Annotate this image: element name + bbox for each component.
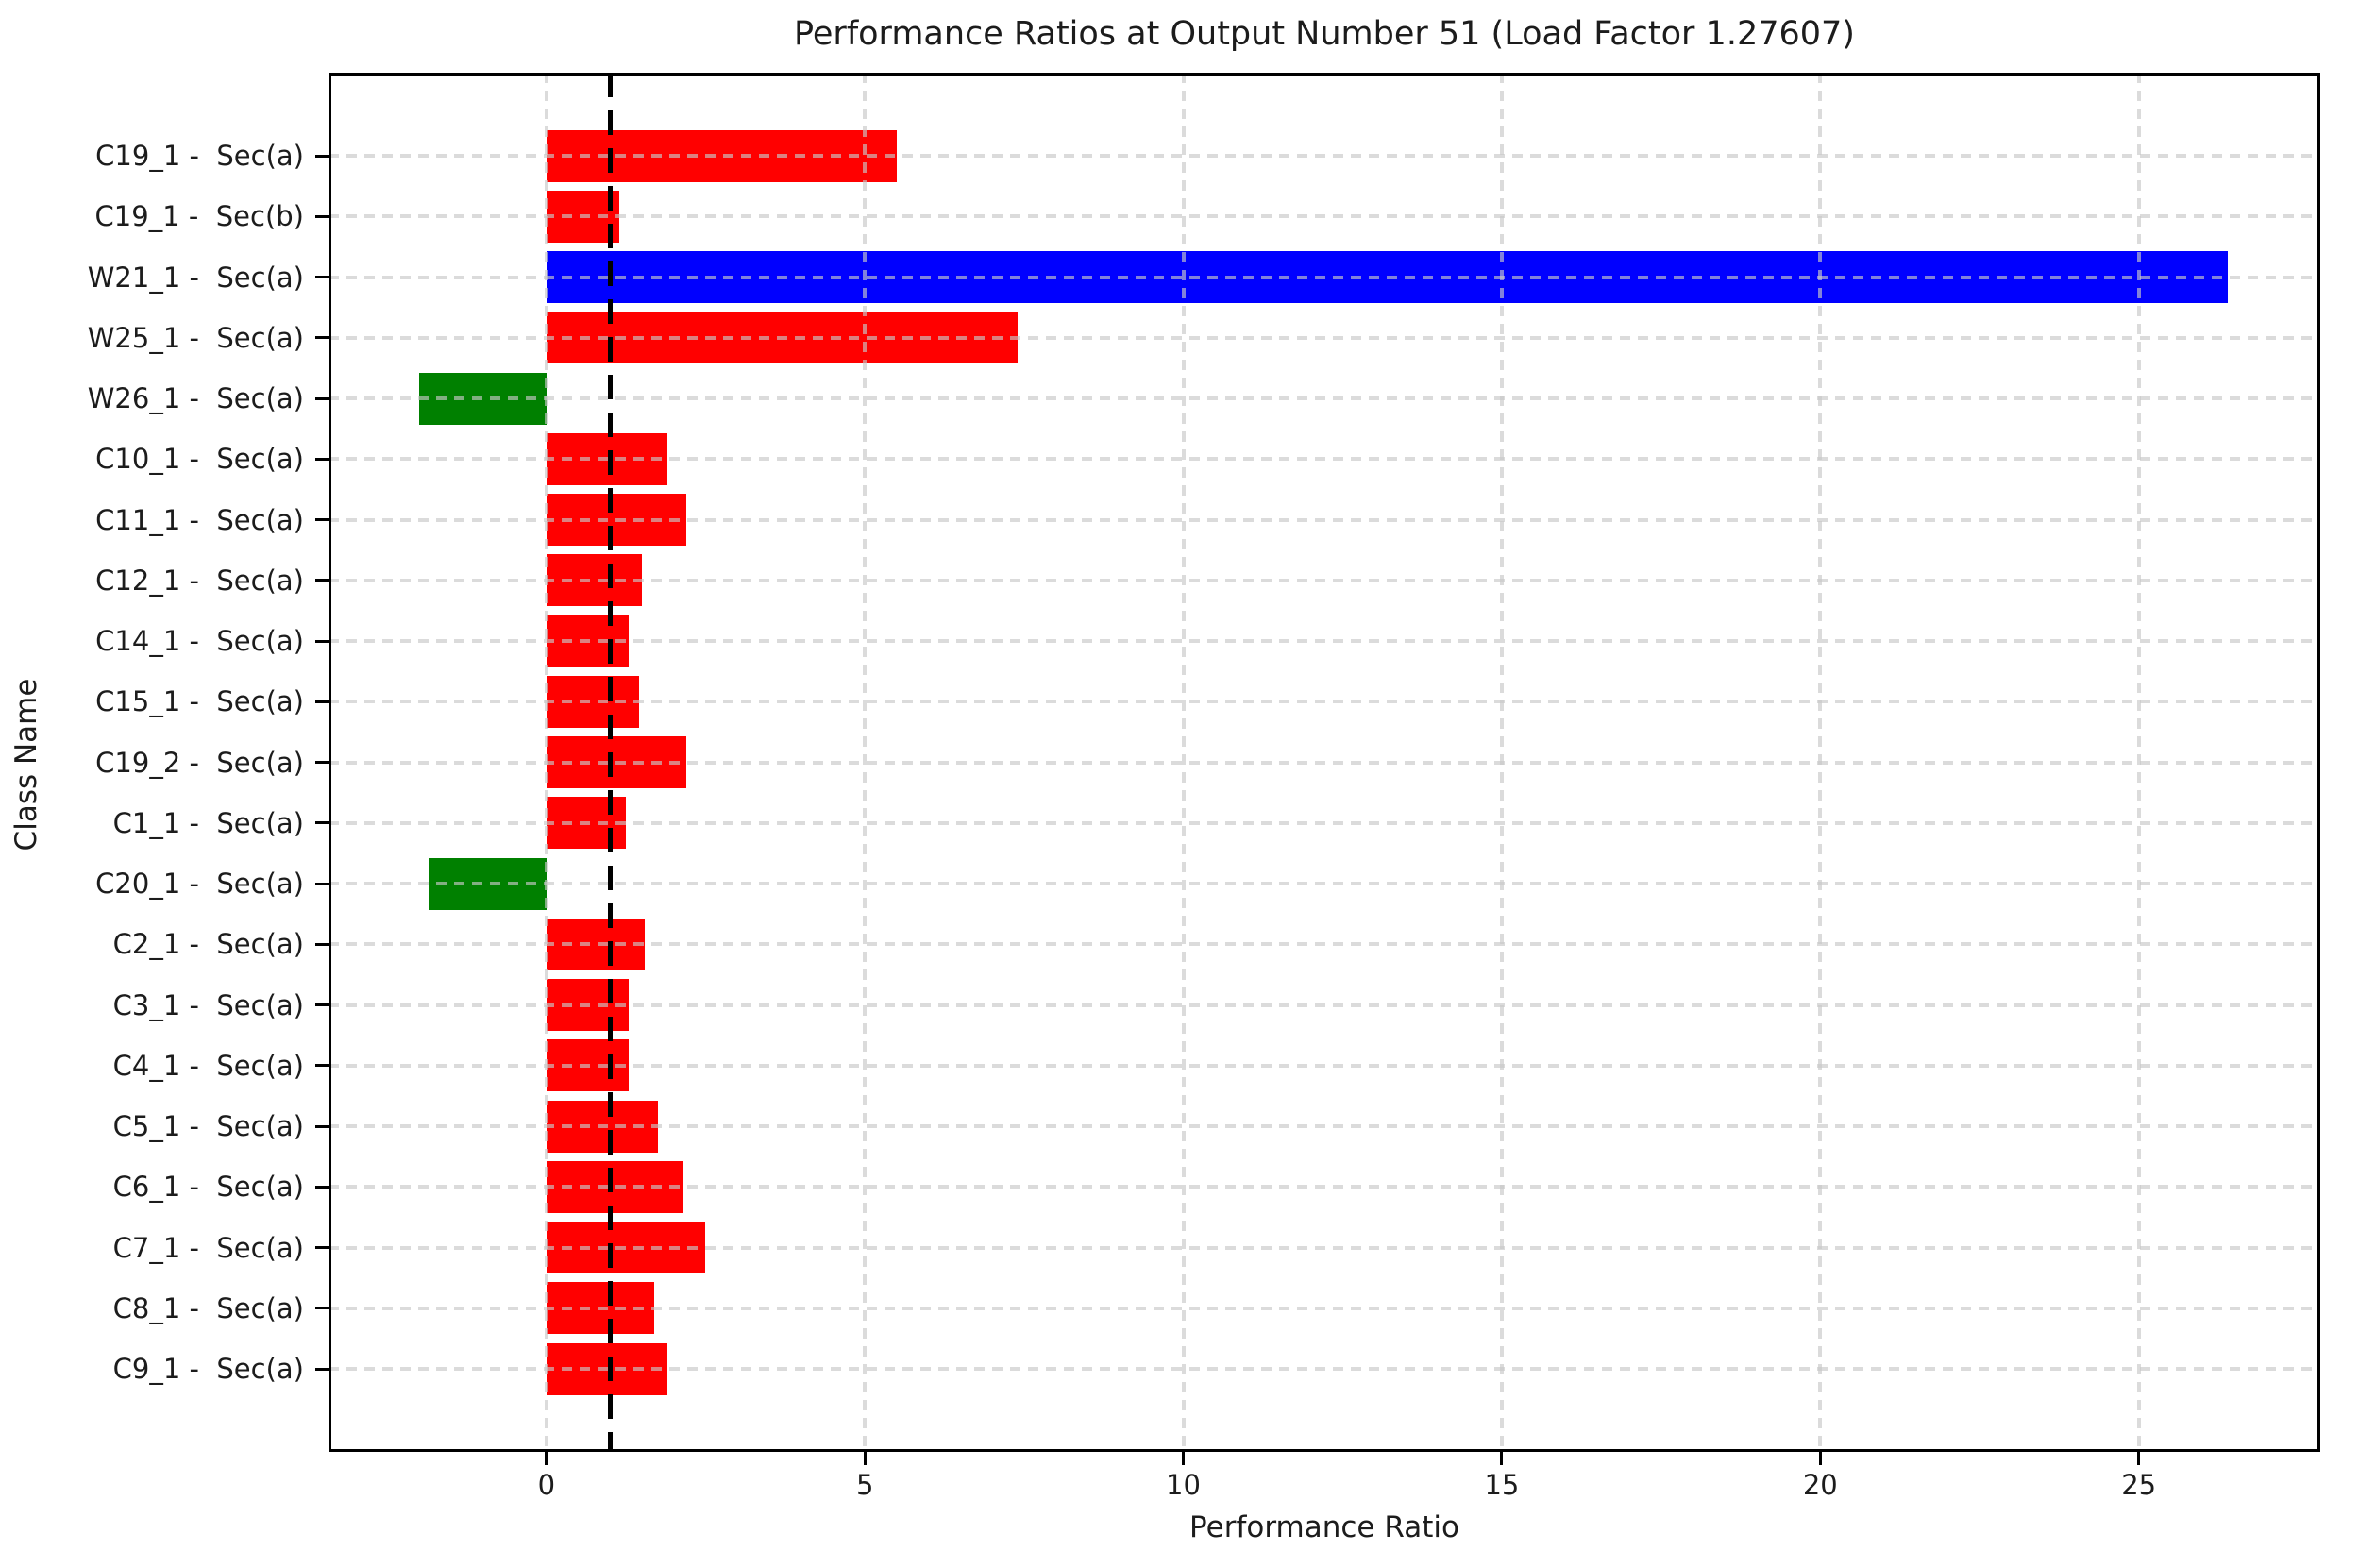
y-tick-label-6: C11_1 - Sec(a) <box>95 503 304 536</box>
h-gridline-3 <box>329 335 2320 340</box>
y-tick-label-3: W25_1 - Sec(a) <box>87 321 304 354</box>
y-tick-0 <box>315 154 329 158</box>
y-tick-10 <box>315 761 329 764</box>
h-gridline-2 <box>329 275 2320 279</box>
reference-line <box>607 73 613 1452</box>
h-gridline-0 <box>329 154 2320 158</box>
y-tick-7 <box>315 579 329 582</box>
y-tick-label-4: W26_1 - Sec(a) <box>87 382 304 414</box>
h-gridline-1 <box>329 214 2320 219</box>
h-gridline-11 <box>329 820 2320 825</box>
h-gridline-19 <box>329 1306 2320 1310</box>
h-gridline-8 <box>329 639 2320 643</box>
x-tick-label-10: 10 <box>1166 1469 1201 1501</box>
v-gridline-20 <box>1818 73 1823 1452</box>
h-gridline-13 <box>329 942 2320 947</box>
v-gridline-0 <box>544 73 548 1452</box>
plot-area <box>329 73 2320 1452</box>
y-tick-9 <box>315 700 329 703</box>
v-gridline-25 <box>2136 73 2141 1452</box>
y-tick-label-13: C2_1 - Sec(a) <box>112 928 304 961</box>
y-tick-label-5: C10_1 - Sec(a) <box>95 443 304 476</box>
y-tick-label-19: C8_1 - Sec(a) <box>112 1291 304 1324</box>
y-tick-20 <box>315 1367 329 1371</box>
x-tick-label-25: 25 <box>2121 1469 2157 1501</box>
y-tick-label-17: C6_1 - Sec(a) <box>112 1171 304 1204</box>
y-tick-15 <box>315 1064 329 1068</box>
y-tick-label-12: C20_1 - Sec(a) <box>95 868 304 900</box>
x-tick-label-0: 0 <box>537 1469 556 1501</box>
y-tick-label-16: C5_1 - Sec(a) <box>112 1110 304 1142</box>
y-tick-label-1: C19_1 - Sec(b) <box>94 200 304 233</box>
x-tick-label-5: 5 <box>855 1469 874 1501</box>
y-tick-4 <box>315 396 329 400</box>
h-gridline-16 <box>329 1124 2320 1128</box>
y-tick-2 <box>315 276 329 278</box>
h-gridline-9 <box>329 700 2320 704</box>
y-tick-14 <box>315 1003 329 1006</box>
h-gridline-18 <box>329 1245 2320 1250</box>
x-tick-label-15: 15 <box>1484 1469 1520 1501</box>
y-tick-label-8: C14_1 - Sec(a) <box>95 625 304 657</box>
y-tick-label-7: C12_1 - Sec(a) <box>95 564 304 597</box>
y-tick-label-20: C9_1 - Sec(a) <box>112 1353 304 1385</box>
h-gridline-15 <box>329 1063 2320 1068</box>
h-gridline-4 <box>329 396 2320 400</box>
y-tick-label-15: C4_1 - Sec(a) <box>112 1049 304 1082</box>
y-tick-12 <box>315 882 329 885</box>
y-tick-label-9: C15_1 - Sec(a) <box>95 685 304 718</box>
y-tick-label-11: C1_1 - Sec(a) <box>112 806 304 839</box>
h-gridline-14 <box>329 1003 2320 1007</box>
x-tick-5 <box>863 1452 867 1465</box>
y-tick-19 <box>315 1307 329 1310</box>
h-gridline-6 <box>329 517 2320 522</box>
y-tick-label-2: W21_1 - Sec(a) <box>87 261 304 294</box>
h-gridline-10 <box>329 760 2320 765</box>
y-tick-label-18: C7_1 - Sec(a) <box>112 1231 304 1264</box>
y-tick-16 <box>315 1124 329 1128</box>
v-gridline-15 <box>1499 73 1504 1452</box>
y-tick-13 <box>315 942 329 946</box>
y-tick-17 <box>315 1185 329 1189</box>
y-tick-label-14: C3_1 - Sec(a) <box>112 988 304 1021</box>
chart-title: Performance Ratios at Output Number 51 (… <box>794 15 1855 53</box>
y-tick-18 <box>315 1246 329 1249</box>
x-tick-10 <box>1182 1452 1185 1465</box>
x-tick-25 <box>2137 1452 2141 1465</box>
y-tick-11 <box>315 821 329 825</box>
x-tick-0 <box>545 1452 548 1465</box>
x-axis-label: Performance Ratio <box>1189 1510 1459 1544</box>
y-tick-5 <box>315 457 329 461</box>
y-tick-1 <box>315 214 329 218</box>
v-gridline-5 <box>863 73 868 1452</box>
y-tick-8 <box>315 639 329 643</box>
h-gridline-7 <box>329 578 2320 582</box>
h-gridline-17 <box>329 1185 2320 1189</box>
y-tick-label-10: C19_2 - Sec(a) <box>95 746 304 779</box>
h-gridline-12 <box>329 882 2320 885</box>
x-tick-15 <box>1500 1452 1504 1465</box>
y-tick-3 <box>315 336 329 340</box>
x-tick-label-20: 20 <box>1802 1469 1838 1501</box>
y-tick-label-0: C19_1 - Sec(a) <box>95 140 304 172</box>
h-gridline-20 <box>329 1367 2320 1371</box>
v-gridline-10 <box>1181 73 1186 1452</box>
y-tick-6 <box>315 518 329 521</box>
x-tick-20 <box>1818 1452 1822 1465</box>
h-gridline-5 <box>329 457 2320 462</box>
